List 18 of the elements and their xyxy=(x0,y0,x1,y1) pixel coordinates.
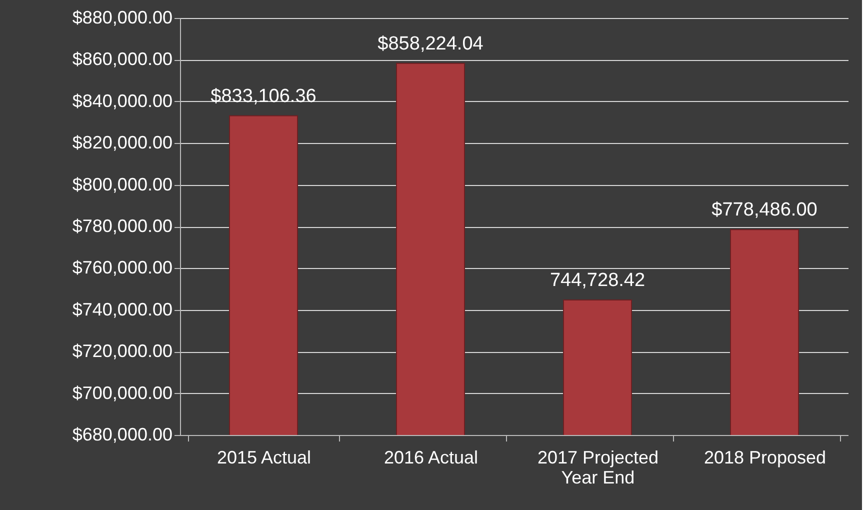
y-tick-label: $780,000.00 xyxy=(72,216,172,236)
data-label: 744,728.42 xyxy=(550,270,646,292)
y-tick-label: $860,000.00 xyxy=(72,49,172,70)
y-tick-label: $880,000.00 xyxy=(72,8,172,28)
y-tick-label: $740,000.00 xyxy=(72,299,172,320)
y-tick-label: $800,000.00 xyxy=(72,174,172,194)
y-tick-label: $840,000.00 xyxy=(72,90,172,111)
x-tick-label: 2018 Proposed xyxy=(704,448,826,468)
x-tick-label: 2017 Projected Year End xyxy=(537,448,659,488)
data-label: $858,224.04 xyxy=(378,33,484,54)
y-tick-label: $680,000.00 xyxy=(72,424,172,444)
y-tick-label: $720,000.00 xyxy=(72,341,172,362)
x-tick-label: 2015 Actual xyxy=(216,448,312,468)
y-tick-label: $820,000.00 xyxy=(72,132,172,153)
data-label: $778,486.00 xyxy=(712,200,818,221)
y-tick-label: $760,000.00 xyxy=(72,258,172,278)
y-tick-label: $700,000.00 xyxy=(72,382,172,403)
x-tick-label: 2016 Actual xyxy=(384,448,478,468)
